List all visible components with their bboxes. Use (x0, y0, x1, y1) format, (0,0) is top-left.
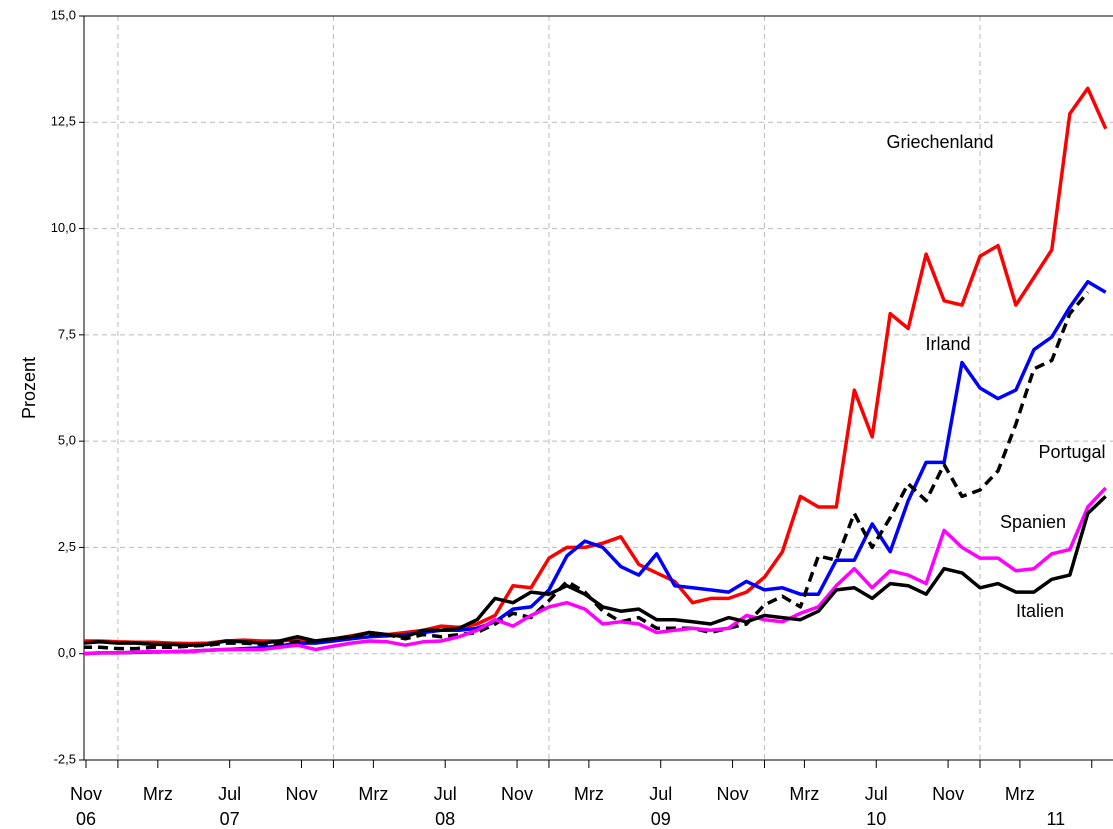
y-tick-label: 0,0 (58, 645, 76, 660)
plot-area (84, 86, 1108, 656)
x-year-label: 11 (1046, 809, 1065, 829)
y-tick-label: 7,5 (58, 326, 76, 341)
x-tick-label: Mrz (1005, 784, 1035, 804)
x-tick-label: Jul (218, 784, 241, 804)
x-year-label: 10 (866, 809, 886, 829)
x-tick-label: Mrz (789, 784, 819, 804)
x-tick-label: Jul (865, 784, 888, 804)
x-tick-label: Mrz (143, 784, 173, 804)
series-line (84, 86, 1108, 646)
x-tick-label: Jul (649, 784, 672, 804)
y-tick-label: 2,5 (58, 539, 76, 554)
series-label: Spanien (1000, 512, 1066, 532)
series-label: Irland (925, 334, 970, 354)
x-year-label: 06 (76, 809, 96, 829)
y-tick-label: -2,5 (54, 751, 76, 766)
x-year-label: 09 (651, 809, 671, 829)
y-tick-label: 15,0 (51, 7, 76, 22)
x-year-label: 07 (220, 809, 240, 829)
y-tick-label: 12,5 (51, 114, 76, 129)
x-year-label: 08 (435, 809, 455, 829)
y-axis-label: Prozent (19, 357, 39, 419)
x-tick-label: Mrz (358, 784, 388, 804)
series-label: Griechenland (886, 132, 993, 152)
x-tick-label: Mrz (574, 784, 604, 804)
x-tick-label: Nov (501, 784, 533, 804)
x-tick-label: Nov (70, 784, 102, 804)
series-label: Portugal (1038, 442, 1105, 462)
y-tick-label: 5,0 (58, 433, 76, 448)
series-line (84, 495, 1107, 647)
x-tick-label: Jul (434, 784, 457, 804)
x-tick-label: Nov (717, 784, 749, 804)
series-label: Italien (1016, 601, 1064, 621)
y-tick-label: 10,0 (51, 220, 76, 235)
series-line (84, 486, 1107, 656)
x-tick-label: Nov (286, 784, 318, 804)
x-tick-label: Nov (932, 784, 964, 804)
